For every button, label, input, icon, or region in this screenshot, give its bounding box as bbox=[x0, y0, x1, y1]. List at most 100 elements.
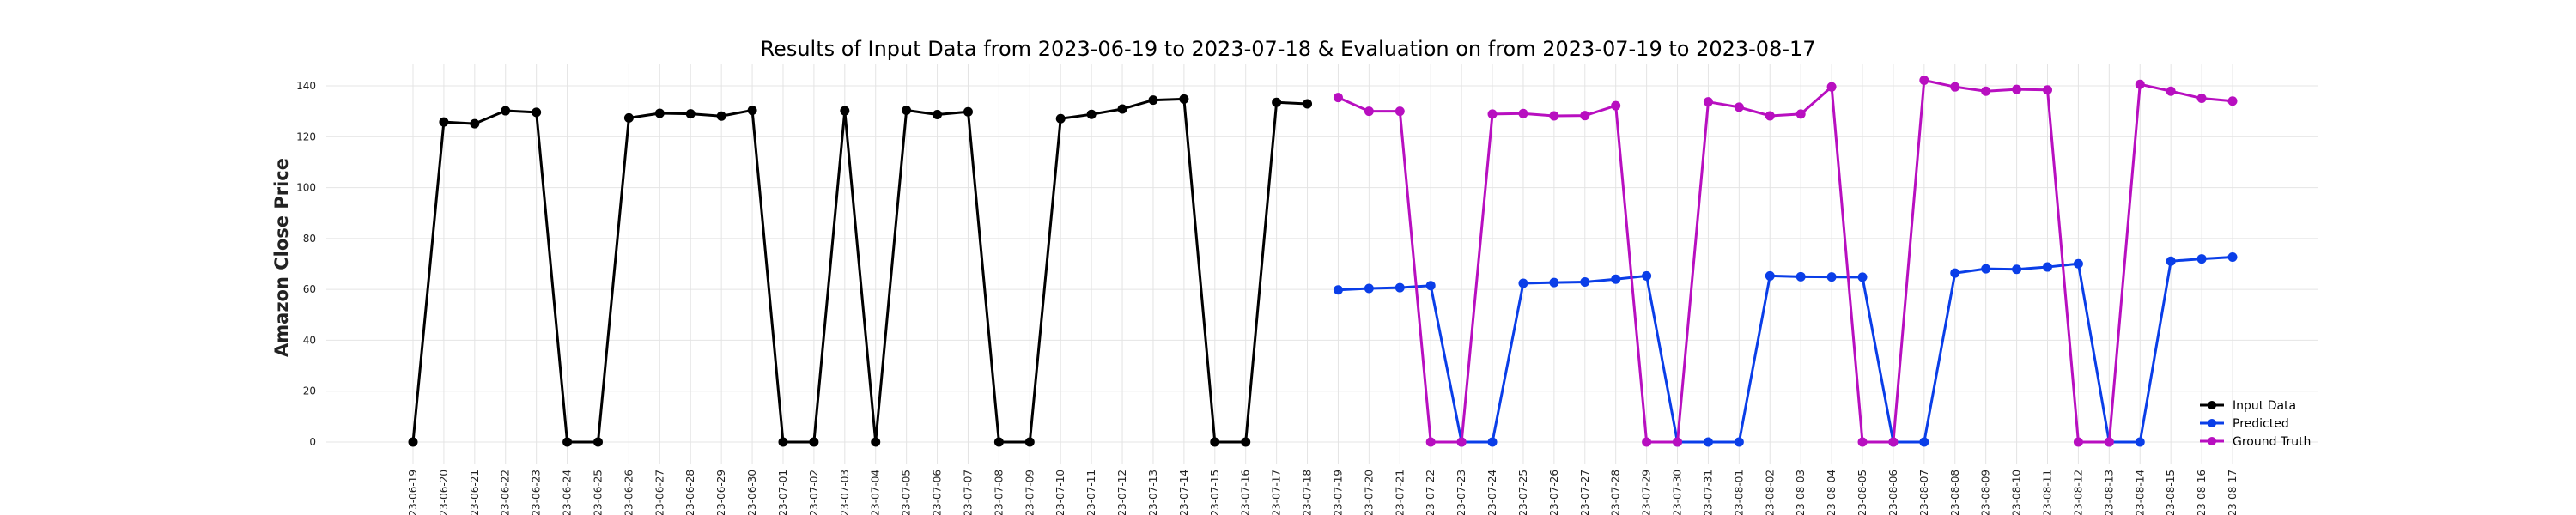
data-point bbox=[1024, 437, 1035, 447]
legend-item: Ground Truth bbox=[2200, 435, 2311, 449]
data-point bbox=[1549, 111, 1559, 121]
x-tick-label: -23-08-15 bbox=[2165, 470, 2177, 515]
data-point bbox=[1117, 104, 1127, 114]
data-point bbox=[1857, 272, 1868, 282]
x-tick-label: -23-06-20 bbox=[438, 470, 450, 515]
x-tick-label: -23-07-20 bbox=[1363, 470, 1375, 515]
data-point bbox=[1642, 437, 1652, 447]
data-point bbox=[501, 106, 511, 116]
data-point bbox=[902, 105, 912, 115]
data-point bbox=[2166, 86, 2176, 96]
data-point bbox=[2135, 437, 2145, 447]
data-point bbox=[933, 109, 943, 119]
x-tick-label: -23-07-22 bbox=[1425, 470, 1437, 515]
data-point bbox=[1795, 109, 1806, 119]
data-point bbox=[1148, 95, 1158, 106]
data-point bbox=[2073, 437, 2083, 447]
data-point bbox=[963, 106, 973, 117]
x-tick-label: -23-07-07 bbox=[962, 470, 974, 515]
x-tick-label: -23-07-30 bbox=[1672, 470, 1684, 515]
data-point bbox=[2135, 79, 2145, 89]
data-point bbox=[1241, 437, 1251, 447]
x-tick-label: -23-07-14 bbox=[1178, 470, 1190, 515]
legend-label: Predicted bbox=[2233, 417, 2289, 431]
legend-item: Input Data bbox=[2200, 399, 2296, 413]
data-point bbox=[993, 437, 1004, 447]
data-point bbox=[1210, 437, 1220, 447]
y-tick-labels: 0 20 40 60 80 100 120 140 bbox=[296, 80, 316, 448]
series-layer bbox=[408, 75, 2238, 447]
data-point bbox=[439, 117, 449, 127]
grid bbox=[326, 64, 2318, 464]
x-tick-label: -23-07-06 bbox=[932, 470, 944, 515]
x-tick-label: -23-08-09 bbox=[1980, 470, 1992, 515]
x-tick-label: -23-08-10 bbox=[2011, 470, 2023, 515]
data-point bbox=[1179, 94, 1189, 104]
data-point bbox=[871, 437, 881, 447]
x-tick-label: -23-07-13 bbox=[1147, 470, 1159, 515]
x-tick-label: -23-08-03 bbox=[1795, 470, 1807, 515]
data-point bbox=[747, 105, 757, 115]
x-tick-label: -23-06-24 bbox=[562, 470, 574, 515]
x-tick-label: -23-07-01 bbox=[777, 470, 789, 515]
data-point bbox=[1580, 111, 1590, 121]
series-line bbox=[1338, 255, 2233, 444]
x-tick-label: -23-08-06 bbox=[1887, 470, 1899, 515]
data-point bbox=[1795, 271, 1806, 282]
x-tick-label: -23-07-27 bbox=[1579, 470, 1591, 515]
data-point bbox=[2227, 96, 2238, 106]
data-point bbox=[1765, 270, 1775, 281]
data-point bbox=[2012, 84, 2022, 94]
x-tick-labels: -23-06-19 -23-06-20 -23-06-21 -23-06-22 -23-… bbox=[407, 470, 2239, 515]
data-point bbox=[840, 106, 850, 116]
data-point bbox=[2012, 264, 2022, 275]
x-tick-label: -23-08-16 bbox=[2196, 470, 2208, 515]
data-point bbox=[408, 437, 418, 447]
x-tick-label: -23-06-30 bbox=[746, 470, 758, 515]
data-point bbox=[2196, 254, 2207, 264]
data-point bbox=[1303, 99, 1313, 109]
data-point bbox=[532, 107, 542, 118]
legend-label: Ground Truth bbox=[2233, 435, 2311, 449]
x-tick-label: -23-06-27 bbox=[653, 470, 665, 515]
y-tick-label: 0 bbox=[309, 436, 316, 448]
data-point bbox=[1487, 109, 1498, 119]
data-point bbox=[1919, 75, 1929, 85]
x-tick-label: -23-08-11 bbox=[2042, 470, 2054, 515]
y-axis-label: Amazon Close Price bbox=[271, 158, 292, 357]
data-point bbox=[623, 112, 634, 123]
data-point bbox=[2043, 85, 2053, 95]
data-point bbox=[1673, 437, 1683, 447]
series-line bbox=[411, 97, 1308, 444]
x-tick-label: -23-07-29 bbox=[1641, 470, 1653, 515]
data-point bbox=[1425, 281, 1436, 291]
x-tick-label: -23-06-26 bbox=[623, 470, 635, 515]
x-tick-label: -23-07-19 bbox=[1332, 470, 1344, 515]
x-tick-label: -23-07-28 bbox=[1610, 470, 1622, 515]
data-point bbox=[716, 111, 726, 121]
data-point bbox=[654, 108, 665, 118]
data-point bbox=[1857, 437, 1868, 447]
y-tick-label: 140 bbox=[296, 80, 316, 92]
data-point bbox=[1919, 437, 1929, 447]
legend-marker bbox=[2208, 437, 2216, 445]
x-tick-label: -23-06-22 bbox=[500, 470, 512, 515]
x-tick-label: -23-07-10 bbox=[1054, 470, 1066, 515]
x-tick-label: -23-06-25 bbox=[592, 470, 604, 515]
data-point bbox=[1950, 82, 1960, 92]
x-tick-label: -23-08-01 bbox=[1733, 470, 1745, 515]
series-2 bbox=[1333, 75, 2238, 447]
x-tick-label: -23-08-17 bbox=[2227, 470, 2239, 515]
x-tick-label: -23-07-25 bbox=[1517, 470, 1529, 515]
data-point bbox=[1981, 86, 1991, 96]
data-point bbox=[1580, 277, 1590, 288]
data-point bbox=[1364, 106, 1374, 117]
data-point bbox=[1611, 100, 1621, 111]
data-point bbox=[809, 437, 819, 447]
data-point bbox=[2196, 94, 2207, 104]
x-tick-label: -23-08-08 bbox=[1949, 470, 1961, 515]
series-0 bbox=[408, 94, 1313, 447]
data-point bbox=[1456, 437, 1467, 447]
legend: Input Data Predicted Ground Truth bbox=[2200, 399, 2311, 449]
data-point bbox=[1642, 270, 1652, 281]
